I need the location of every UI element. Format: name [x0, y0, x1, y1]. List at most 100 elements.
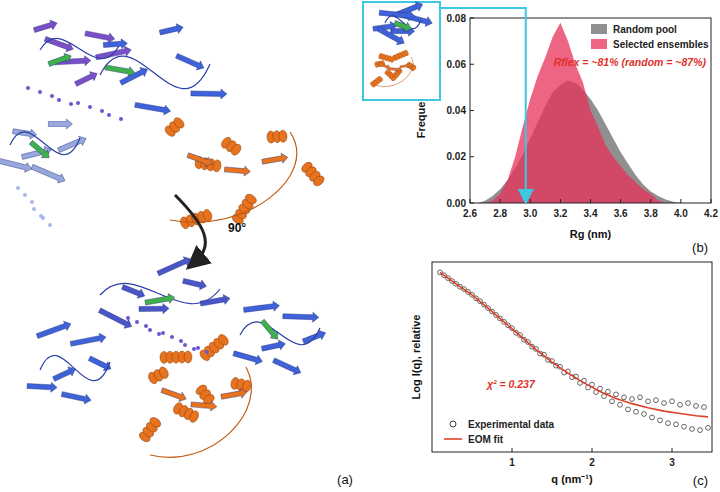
point: [678, 402, 683, 407]
helix-turn: [312, 174, 326, 188]
strand-arrow: [35, 319, 72, 341]
legend-swatch: [591, 39, 607, 49]
strand-arrow: [389, 66, 402, 72]
strand: [224, 164, 251, 176]
panel-label: (b): [692, 240, 708, 255]
residue-dot: [192, 347, 196, 351]
helix-turn: [229, 142, 242, 156]
point: [658, 418, 663, 423]
strand: [160, 385, 188, 403]
residue-dot: [30, 200, 34, 204]
point: [666, 421, 671, 426]
residue-dot: [38, 90, 42, 94]
x-tick: [470, 199, 471, 203]
rotation-label: 90°: [228, 221, 246, 235]
x-tick: [650, 199, 651, 203]
point: [682, 424, 687, 429]
residue-dot: [161, 331, 165, 335]
legend: Experimental dataEOM fit: [444, 419, 555, 445]
legend-label: Random pool: [613, 24, 677, 35]
figure: 90°(a)2.62.83.03.23.43.63.84.04.20.000.0…: [0, 0, 720, 492]
annotation: Rflex = ~81% (random = ~87%): [554, 56, 707, 68]
strand-arrow: [139, 304, 169, 315]
y-tick-label: 0.08: [447, 13, 467, 24]
strand: [73, 69, 99, 89]
highlight-arrow: [440, 8, 526, 197]
residue-dot: [144, 324, 148, 328]
strand: [174, 51, 205, 72]
helix-turn: [172, 116, 186, 130]
helix-turn: [212, 159, 222, 172]
strand-arrow: [0, 155, 33, 173]
loop: [375, 57, 413, 87]
strand-arrow: [28, 138, 53, 161]
helix-turn: [403, 49, 409, 56]
strand: [393, 18, 413, 34]
strand: [139, 304, 169, 315]
strand-arrow: [159, 22, 185, 37]
x-tick-label: 3.6: [614, 208, 628, 219]
x-tick: [500, 199, 501, 203]
strand-arrow: [134, 100, 171, 116]
strand-arrow: [224, 164, 251, 176]
helix: [147, 366, 170, 386]
strand: [261, 152, 288, 166]
strand: [191, 399, 218, 411]
strand: [182, 276, 208, 291]
x-tick-label: 3.0: [523, 208, 537, 219]
residue-dot: [41, 216, 45, 220]
helix-turn: [148, 416, 162, 430]
strand-arrow: [33, 18, 59, 35]
helix: [392, 49, 409, 61]
residue-dot: [119, 117, 123, 121]
strand: [134, 100, 171, 116]
strand-arrow: [156, 254, 193, 278]
strand-arrow: [258, 318, 281, 343]
inset-frame: [363, 2, 440, 100]
y-tick: [470, 64, 474, 65]
helix-turn: [188, 409, 201, 423]
y-axis-label: Log I(q), relative: [410, 315, 422, 400]
residue-dot: [205, 350, 209, 354]
point: [674, 422, 679, 427]
strand: [159, 22, 185, 37]
residue-dot: [126, 316, 130, 320]
legend-label: EOM fit: [468, 434, 504, 445]
x-tick-label: 3.4: [584, 208, 598, 219]
point: [698, 428, 703, 433]
strand: [48, 119, 72, 129]
strand: [35, 319, 72, 341]
residue-dot: [57, 98, 61, 102]
point: [654, 398, 659, 403]
point: [614, 392, 619, 397]
helix-turn: [158, 366, 170, 380]
strand: [400, 62, 414, 69]
point: [694, 404, 699, 409]
helix-turn: [279, 130, 288, 143]
rotation-arrow: [175, 195, 205, 262]
strand-arrow: [12, 126, 37, 140]
legend-label: Selected ensembles: [613, 39, 709, 50]
strand-arrow: [232, 348, 264, 366]
point: [622, 395, 627, 400]
y-tick: [470, 203, 474, 204]
point: [706, 425, 711, 430]
strand-arrow: [27, 381, 57, 393]
legend-swatch: [450, 421, 456, 427]
strand: [61, 389, 92, 405]
point: [638, 395, 643, 400]
strand: [283, 311, 319, 322]
y-tick: [470, 156, 474, 157]
loop: [150, 367, 251, 457]
plot-frame: [432, 262, 712, 452]
helix: [163, 116, 186, 138]
x-tick: [560, 199, 561, 203]
x-tick-label: 1: [509, 457, 515, 468]
strand-arrow: [30, 162, 67, 185]
panel-label: (c): [693, 473, 708, 488]
strand-arrow: [104, 62, 135, 77]
strand-arrow: [186, 150, 214, 168]
residue-dot: [135, 320, 139, 324]
loop: [100, 56, 210, 89]
x-tick: [620, 199, 621, 203]
